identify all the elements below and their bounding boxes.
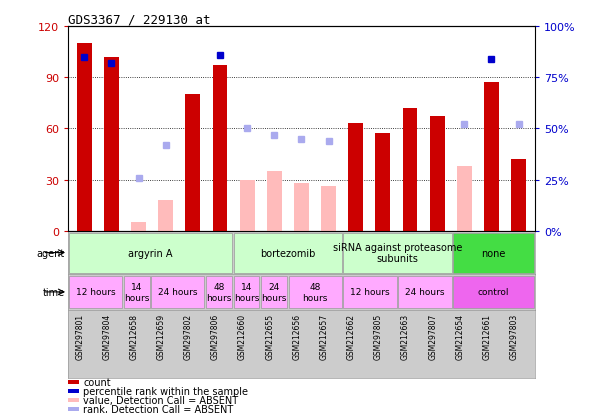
- Text: GSM297801: GSM297801: [75, 313, 85, 359]
- Text: GSM297803: GSM297803: [509, 313, 518, 359]
- Text: count: count: [83, 377, 111, 387]
- Text: time: time: [43, 287, 65, 297]
- Bar: [453, 233, 534, 273]
- Bar: [151, 276, 204, 309]
- Text: none: none: [482, 248, 506, 258]
- Bar: [213, 66, 228, 231]
- Text: value, Detection Call = ABSENT: value, Detection Call = ABSENT: [83, 395, 238, 405]
- Bar: [158, 201, 173, 231]
- Text: GSM212655: GSM212655: [265, 313, 274, 359]
- Text: 24 hours: 24 hours: [405, 288, 445, 297]
- Bar: [511, 160, 526, 231]
- Text: GSM212659: GSM212659: [157, 313, 165, 359]
- Bar: [267, 172, 282, 231]
- Bar: [124, 276, 150, 309]
- Text: GSM212661: GSM212661: [482, 313, 492, 359]
- Text: GSM212660: GSM212660: [238, 313, 247, 359]
- Bar: [77, 44, 92, 231]
- Bar: [233, 276, 259, 309]
- Text: GSM297802: GSM297802: [184, 313, 193, 359]
- Bar: [131, 223, 146, 231]
- Text: GSM212658: GSM212658: [129, 313, 138, 359]
- Bar: [261, 276, 287, 309]
- Text: GSM297807: GSM297807: [428, 313, 437, 359]
- Bar: [398, 276, 452, 309]
- Text: GSM212654: GSM212654: [455, 313, 465, 359]
- Bar: [348, 124, 363, 231]
- Bar: [294, 183, 309, 231]
- Text: GSM212663: GSM212663: [401, 313, 410, 359]
- Text: control: control: [478, 288, 509, 297]
- Bar: [104, 57, 119, 231]
- Text: 24
hours: 24 hours: [261, 282, 287, 302]
- Text: GSM212662: GSM212662: [347, 313, 356, 359]
- Bar: [69, 276, 122, 309]
- Bar: [186, 95, 200, 231]
- Text: 12 hours: 12 hours: [76, 288, 115, 297]
- Text: 24 hours: 24 hours: [158, 288, 197, 297]
- Bar: [206, 276, 232, 309]
- Bar: [69, 233, 232, 273]
- Text: GSM212656: GSM212656: [293, 313, 301, 359]
- Text: 14
hours: 14 hours: [124, 282, 150, 302]
- Bar: [457, 166, 472, 231]
- Bar: [453, 276, 534, 309]
- Bar: [343, 276, 397, 309]
- Text: GSM297805: GSM297805: [374, 313, 383, 359]
- Text: agent: agent: [37, 248, 65, 258]
- Text: GSM297804: GSM297804: [102, 313, 111, 359]
- Text: 12 hours: 12 hours: [350, 288, 390, 297]
- Text: siRNA against proteasome
subunits: siRNA against proteasome subunits: [333, 242, 462, 264]
- Text: bortezomib: bortezomib: [260, 248, 316, 258]
- Text: GSM212657: GSM212657: [320, 313, 329, 359]
- Bar: [233, 233, 342, 273]
- Bar: [321, 187, 336, 231]
- Bar: [430, 117, 444, 231]
- Text: argyrin A: argyrin A: [128, 248, 173, 258]
- Bar: [375, 134, 390, 231]
- Text: 14
hours: 14 hours: [234, 282, 259, 302]
- Bar: [343, 233, 452, 273]
- Text: GSM297806: GSM297806: [211, 313, 220, 359]
- Text: GDS3367 / 229130_at: GDS3367 / 229130_at: [68, 13, 210, 26]
- Bar: [402, 109, 417, 231]
- Bar: [484, 83, 499, 231]
- Text: rank, Detection Call = ABSENT: rank, Detection Call = ABSENT: [83, 404, 233, 413]
- Text: percentile rank within the sample: percentile rank within the sample: [83, 386, 248, 396]
- Text: 48
hours: 48 hours: [206, 282, 232, 302]
- Bar: [240, 180, 255, 231]
- Bar: [288, 276, 342, 309]
- Text: 48
hours: 48 hours: [303, 282, 328, 302]
